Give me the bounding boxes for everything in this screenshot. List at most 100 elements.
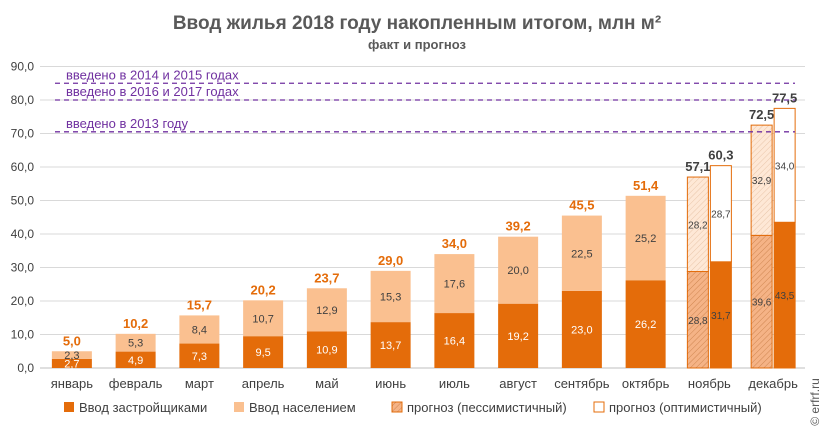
legend-swatch-hatch	[392, 402, 402, 412]
data-label-forecast-total: 60,3	[708, 148, 733, 163]
legend-swatch-developers	[64, 402, 74, 412]
data-label-total: 15,7	[187, 297, 212, 312]
legend-swatch-population	[234, 402, 244, 412]
x-tick-label: июль	[439, 376, 470, 391]
chart-title: Ввод жилья 2018 году накопленным итогом,…	[173, 13, 661, 34]
bar-developers	[561, 290, 602, 368]
chart-subtitle: факт и прогноз	[368, 37, 466, 52]
legend-label-pessimistic: прогноз (пессимистичный)	[407, 400, 567, 415]
data-label-forecast-top: 34,0	[775, 161, 795, 172]
data-label-forecast-total: 57,1	[685, 159, 710, 174]
x-tick-label: ноябрь	[688, 376, 731, 391]
bar-forecast-optimistic-top	[709, 165, 732, 263]
x-tick-label: август	[499, 376, 537, 391]
bar-population	[115, 333, 156, 352]
bar-developers	[625, 280, 666, 368]
data-label-forecast-bottom: 39,6	[752, 298, 772, 309]
reference-label: введено в 2016 и 2017 годах	[66, 84, 239, 99]
bar-population	[370, 270, 411, 323]
bar-developers	[179, 343, 220, 368]
bars: 2,72,3 5,0 4,9 5,3 10,2 7,3 8,4 15,7 9,5 10,7 20,2…	[51, 90, 797, 370]
data-label-developers: 19,2	[507, 331, 528, 343]
bar-developers	[243, 336, 284, 368]
bar-forecast-pessimistic-top-hatch	[751, 125, 773, 236]
bar-developers	[115, 351, 156, 368]
y-tick-label: 10,0	[11, 328, 35, 342]
data-label-developers: 13,7	[380, 340, 401, 352]
bar-developers	[51, 358, 92, 368]
data-label-population: 2,3	[64, 350, 79, 362]
data-label-population: 12,9	[316, 305, 337, 317]
x-tick-label: июнь	[375, 376, 406, 391]
data-label-forecast-top: 32,9	[752, 176, 772, 187]
bar-developers	[498, 303, 539, 368]
data-label-developers: 4,9	[128, 355, 143, 367]
bar-population	[306, 288, 347, 332]
x-tick-label: январь	[51, 376, 93, 391]
bar-population	[625, 195, 666, 281]
bar-developers	[434, 313, 475, 368]
data-label-developers: 23,0	[571, 324, 592, 336]
data-label-forecast-bottom: 31,7	[711, 311, 731, 322]
y-tick-label: 90,0	[11, 60, 35, 74]
data-label-forecast-total: 72,5	[749, 107, 774, 122]
x-axis: январь февраль март апрель май июнь июль август…	[51, 376, 798, 391]
x-tick-label: сентябрь	[554, 376, 610, 391]
y-tick-label: 0,0	[17, 361, 34, 375]
data-label-total: 29,0	[378, 253, 403, 268]
bar-developers	[370, 322, 411, 368]
data-label-population: 20,0	[507, 265, 528, 277]
gridlines	[40, 66, 805, 369]
y-tick-label: 50,0	[11, 194, 35, 208]
data-label-total: 5,0	[63, 333, 81, 348]
y-tick-label: 70,0	[11, 127, 35, 141]
data-label-population: 8,4	[192, 324, 207, 336]
data-label-forecast-total: 77,5	[772, 90, 797, 105]
y-tick-label: 30,0	[11, 261, 35, 275]
bar-forecast-optimistic-top	[773, 107, 796, 223]
x-tick-label: март	[185, 376, 214, 391]
y-axis: 0,0 10,0 20,0 30,0 40,0 50,0 60,0 70,0 80,0 90,0	[11, 60, 35, 376]
bar-population	[434, 254, 475, 314]
data-label-total: 34,0	[442, 236, 467, 251]
reference-lines: введено в 2014 и 2015 годах введено в 201…	[55, 67, 795, 133]
reference-label: введено в 2013 году	[66, 116, 188, 131]
watermark: © erfrf.ru	[808, 378, 822, 426]
data-label-total: 10,2	[123, 316, 148, 331]
data-label-total: 45,5	[569, 198, 594, 213]
y-tick-label: 20,0	[11, 294, 35, 308]
data-label-population: 10,7	[252, 313, 273, 325]
bar-population	[51, 351, 92, 359]
data-label-total: 39,2	[505, 219, 530, 234]
data-label-total: 23,7	[314, 270, 339, 285]
data-label-developers: 2,7	[64, 358, 79, 370]
bar-forecast-pessimistic-bottom-hatch	[687, 271, 709, 368]
bar-population	[179, 315, 220, 344]
data-label-developers: 9,5	[255, 347, 270, 359]
bar-population	[243, 300, 284, 337]
data-label-developers: 7,3	[192, 351, 207, 363]
legend: Ввод застройщиками Ввод населением прогноз…	[64, 400, 762, 415]
legend-label-population: Ввод населением	[249, 400, 356, 415]
data-label-forecast-top: 28,7	[711, 210, 731, 221]
bar-forecast-pessimistic-top-hatch	[687, 177, 709, 272]
x-tick-label: май	[315, 376, 338, 391]
y-tick-label: 60,0	[11, 160, 35, 174]
x-tick-label: февраль	[109, 376, 163, 391]
bar-population	[498, 236, 539, 304]
bar-forecast-pessimistic-bottom-hatch	[751, 235, 773, 368]
data-label-total: 20,2	[250, 282, 275, 297]
data-label-developers: 10,9	[316, 345, 337, 357]
data-label-population: 17,6	[444, 279, 465, 291]
data-label-forecast-bottom: 43,5	[775, 291, 795, 302]
legend-label-optimistic: прогноз (оптимистичный)	[609, 400, 762, 415]
data-label-forecast-top: 28,2	[688, 220, 708, 231]
x-tick-label: апрель	[242, 376, 285, 391]
legend-label-developers: Ввод застройщиками	[79, 400, 207, 415]
legend-swatch-optimistic	[593, 401, 605, 413]
data-label-population: 25,2	[635, 233, 656, 245]
data-label-developers: 26,2	[635, 319, 656, 331]
y-tick-label: 80,0	[11, 93, 35, 107]
data-label-developers: 16,4	[444, 336, 465, 348]
